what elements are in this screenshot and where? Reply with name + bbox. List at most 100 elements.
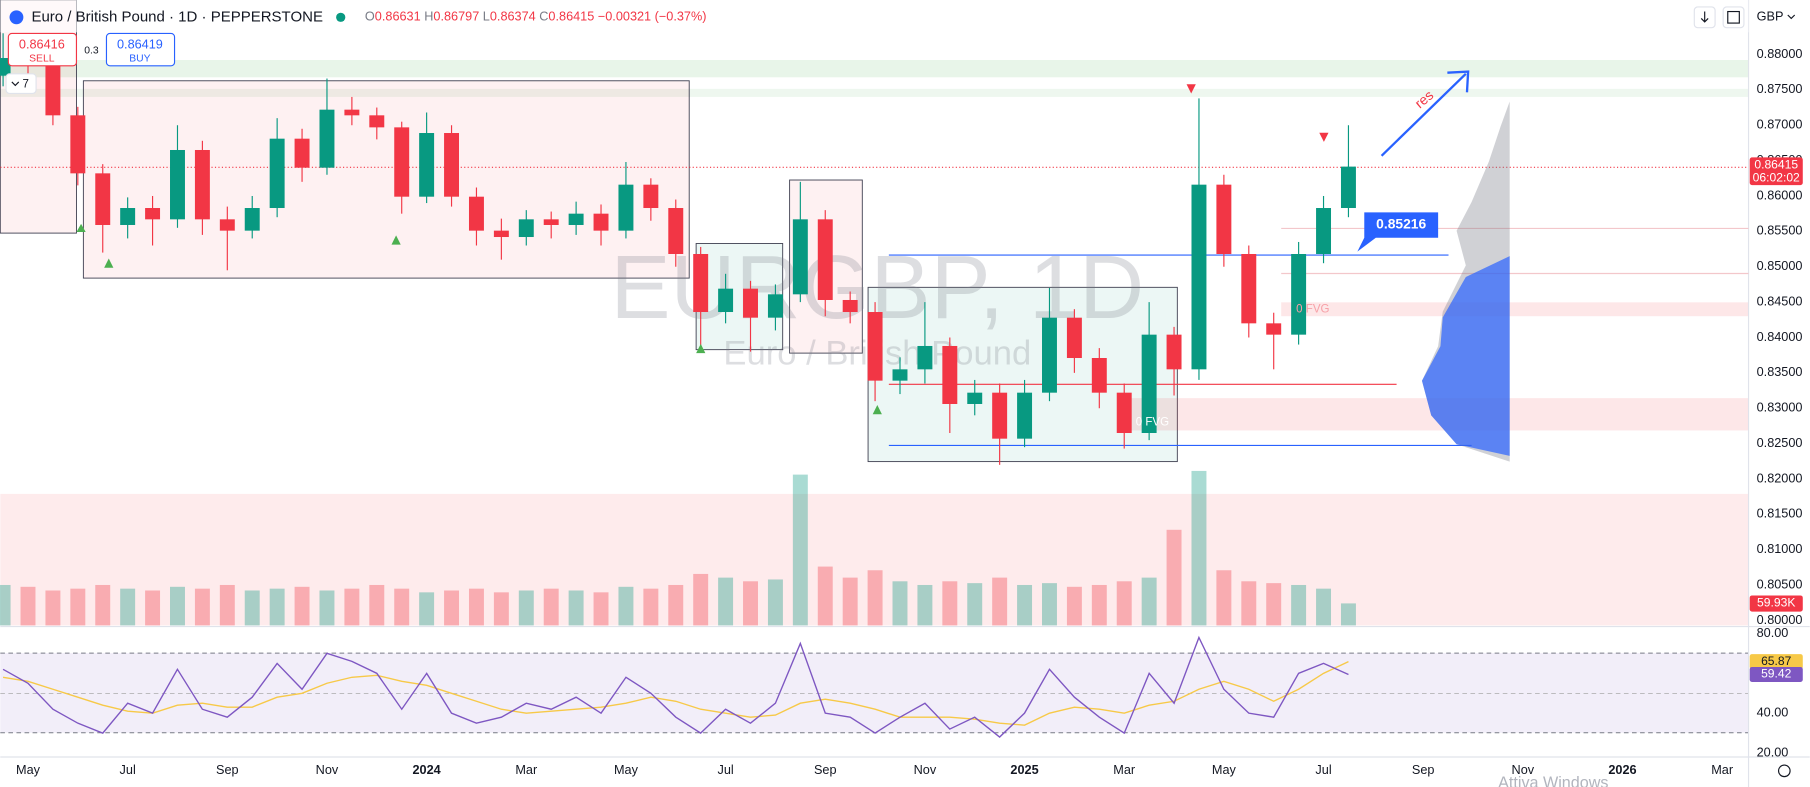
volume-bar — [95, 584, 111, 626]
volume-bar — [244, 590, 260, 626]
volume-bar — [1066, 586, 1082, 626]
volume-bar — [0, 584, 11, 626]
last-rsi-ma-bg — [1749, 654, 1803, 670]
fvg-label: 0 FVG — [1136, 416, 1169, 428]
rsi-ma-line — [2, 661, 1349, 726]
y-tick-label: 0.85000 — [1757, 259, 1803, 273]
sell-button[interactable]: 0.86416 SELL — [7, 32, 78, 67]
change: −0.00321 (−0.37%) — [598, 10, 707, 24]
candle-body — [95, 173, 111, 225]
settings-button[interactable] — [1777, 764, 1791, 778]
candle-body — [593, 213, 609, 231]
rsi-band — [0, 653, 1749, 733]
candle-body — [1216, 184, 1232, 254]
icon — [1727, 10, 1740, 24]
x-tick-label: 2024 — [413, 763, 441, 777]
candle-body — [1340, 166, 1356, 209]
last-volume: 59.93K — [1757, 596, 1795, 610]
x-tick-label: Mar — [515, 763, 538, 777]
ohlc-value: 0.86797 — [433, 10, 479, 24]
buy-price[interactable]: 0.86419 — [117, 37, 163, 51]
ohlc-key: L — [483, 10, 490, 24]
last-rsi-ma: 65.87 — [1761, 654, 1792, 668]
chevron — [11, 81, 20, 87]
ohlc-key: H — [424, 10, 433, 24]
candle-body — [942, 345, 958, 404]
y-tick-label: 0.80000 — [1757, 613, 1803, 627]
x-tick-label: Sep — [814, 763, 837, 777]
candle-body — [344, 109, 360, 116]
candle-body — [518, 219, 534, 238]
ohlc-key: O — [365, 10, 375, 24]
volume-bar — [170, 586, 185, 626]
buy-box[interactable] — [105, 32, 176, 67]
candle-body — [1241, 253, 1257, 324]
price-tag-bg — [1749, 157, 1803, 186]
last-rsi: 59.42 — [1761, 667, 1792, 681]
icon — [1700, 11, 1709, 23]
buy-label[interactable]: BUY — [129, 54, 150, 65]
y-tick-label: 0.83000 — [1757, 401, 1803, 415]
rsi-line — [2, 635, 1349, 738]
sell-label[interactable]: SELL — [29, 54, 55, 65]
candle-body — [1116, 392, 1132, 434]
volume-pane — [0, 493, 1749, 626]
candle-body — [145, 208, 161, 220]
signal-down — [1319, 132, 1329, 142]
candle-body — [668, 208, 684, 254]
drawings: res 0.85216 0 FVG 0 FVG — [76, 70, 1470, 428]
volume-bar — [767, 579, 783, 626]
y-tick-label: 0.81000 — [1757, 542, 1803, 556]
last-volume-bg — [1749, 595, 1803, 612]
axes: 0.80000 0.80500 0.81000 0.81500 0.82000 0.825… — [16, 47, 1803, 777]
indicator-count[interactable]: 7 — [22, 78, 28, 90]
volume-bar — [319, 590, 335, 626]
volume-bar — [992, 577, 1008, 626]
volume-bar — [1291, 584, 1307, 626]
candle-body — [120, 208, 136, 225]
x-tick-label: Mar — [1113, 763, 1136, 777]
candle-body — [1316, 208, 1332, 254]
sell-price[interactable]: 0.86416 — [19, 37, 65, 51]
zone — [0, 60, 1749, 78]
x-tick-label: Nov — [316, 763, 339, 777]
y-tick-label: 0.86000 — [1757, 188, 1803, 202]
x-tick-label: 2026 — [1608, 763, 1636, 777]
signal-up — [76, 223, 86, 232]
market-status — [336, 12, 346, 22]
candle-body — [568, 213, 584, 225]
candle-body — [319, 109, 335, 168]
volume-bar — [45, 590, 61, 626]
signal-up — [104, 258, 114, 268]
candle-body — [1091, 358, 1107, 393]
x-tick-label: Nov — [1512, 763, 1535, 777]
sell-box[interactable] — [7, 32, 78, 67]
symbol-title[interactable]: Euro / British Pound · 1D · PEPPERSTONE — [31, 8, 323, 25]
arrow — [1380, 73, 1467, 157]
volume-bar — [1340, 603, 1356, 626]
x-tick-label: Sep — [1412, 763, 1435, 777]
currency[interactable]: GBP — [1757, 10, 1784, 24]
candle-body — [967, 392, 983, 404]
volume-bar — [842, 577, 858, 626]
ohlc: O0.86631 H0.86797 L0.86374 C0.86415 −0.0… — [365, 10, 707, 24]
candle-body — [244, 208, 260, 231]
candle-body — [294, 138, 310, 168]
signal-up — [391, 235, 401, 245]
candle-body — [1017, 392, 1033, 439]
fvg-label: 0 FVG — [1296, 303, 1329, 315]
os-notice: Attiva Windows — [1498, 774, 1608, 787]
volume-bar — [1216, 570, 1232, 626]
buy-button[interactable]: 0.86419 BUY — [105, 32, 176, 67]
volume-bar — [942, 581, 958, 626]
series-layer — [0, 33, 1356, 738]
volume-bar — [693, 573, 709, 626]
fullscreen-button[interactable] — [1722, 6, 1745, 29]
indicator-toggle[interactable] — [5, 73, 37, 95]
volume-bar — [568, 590, 584, 626]
volume-bar — [668, 584, 684, 626]
volume-bar — [344, 588, 360, 626]
volume-bar — [419, 592, 435, 626]
y-tick-label: 0.80500 — [1757, 577, 1803, 591]
countdown: 06:02:02 — [1753, 170, 1800, 184]
